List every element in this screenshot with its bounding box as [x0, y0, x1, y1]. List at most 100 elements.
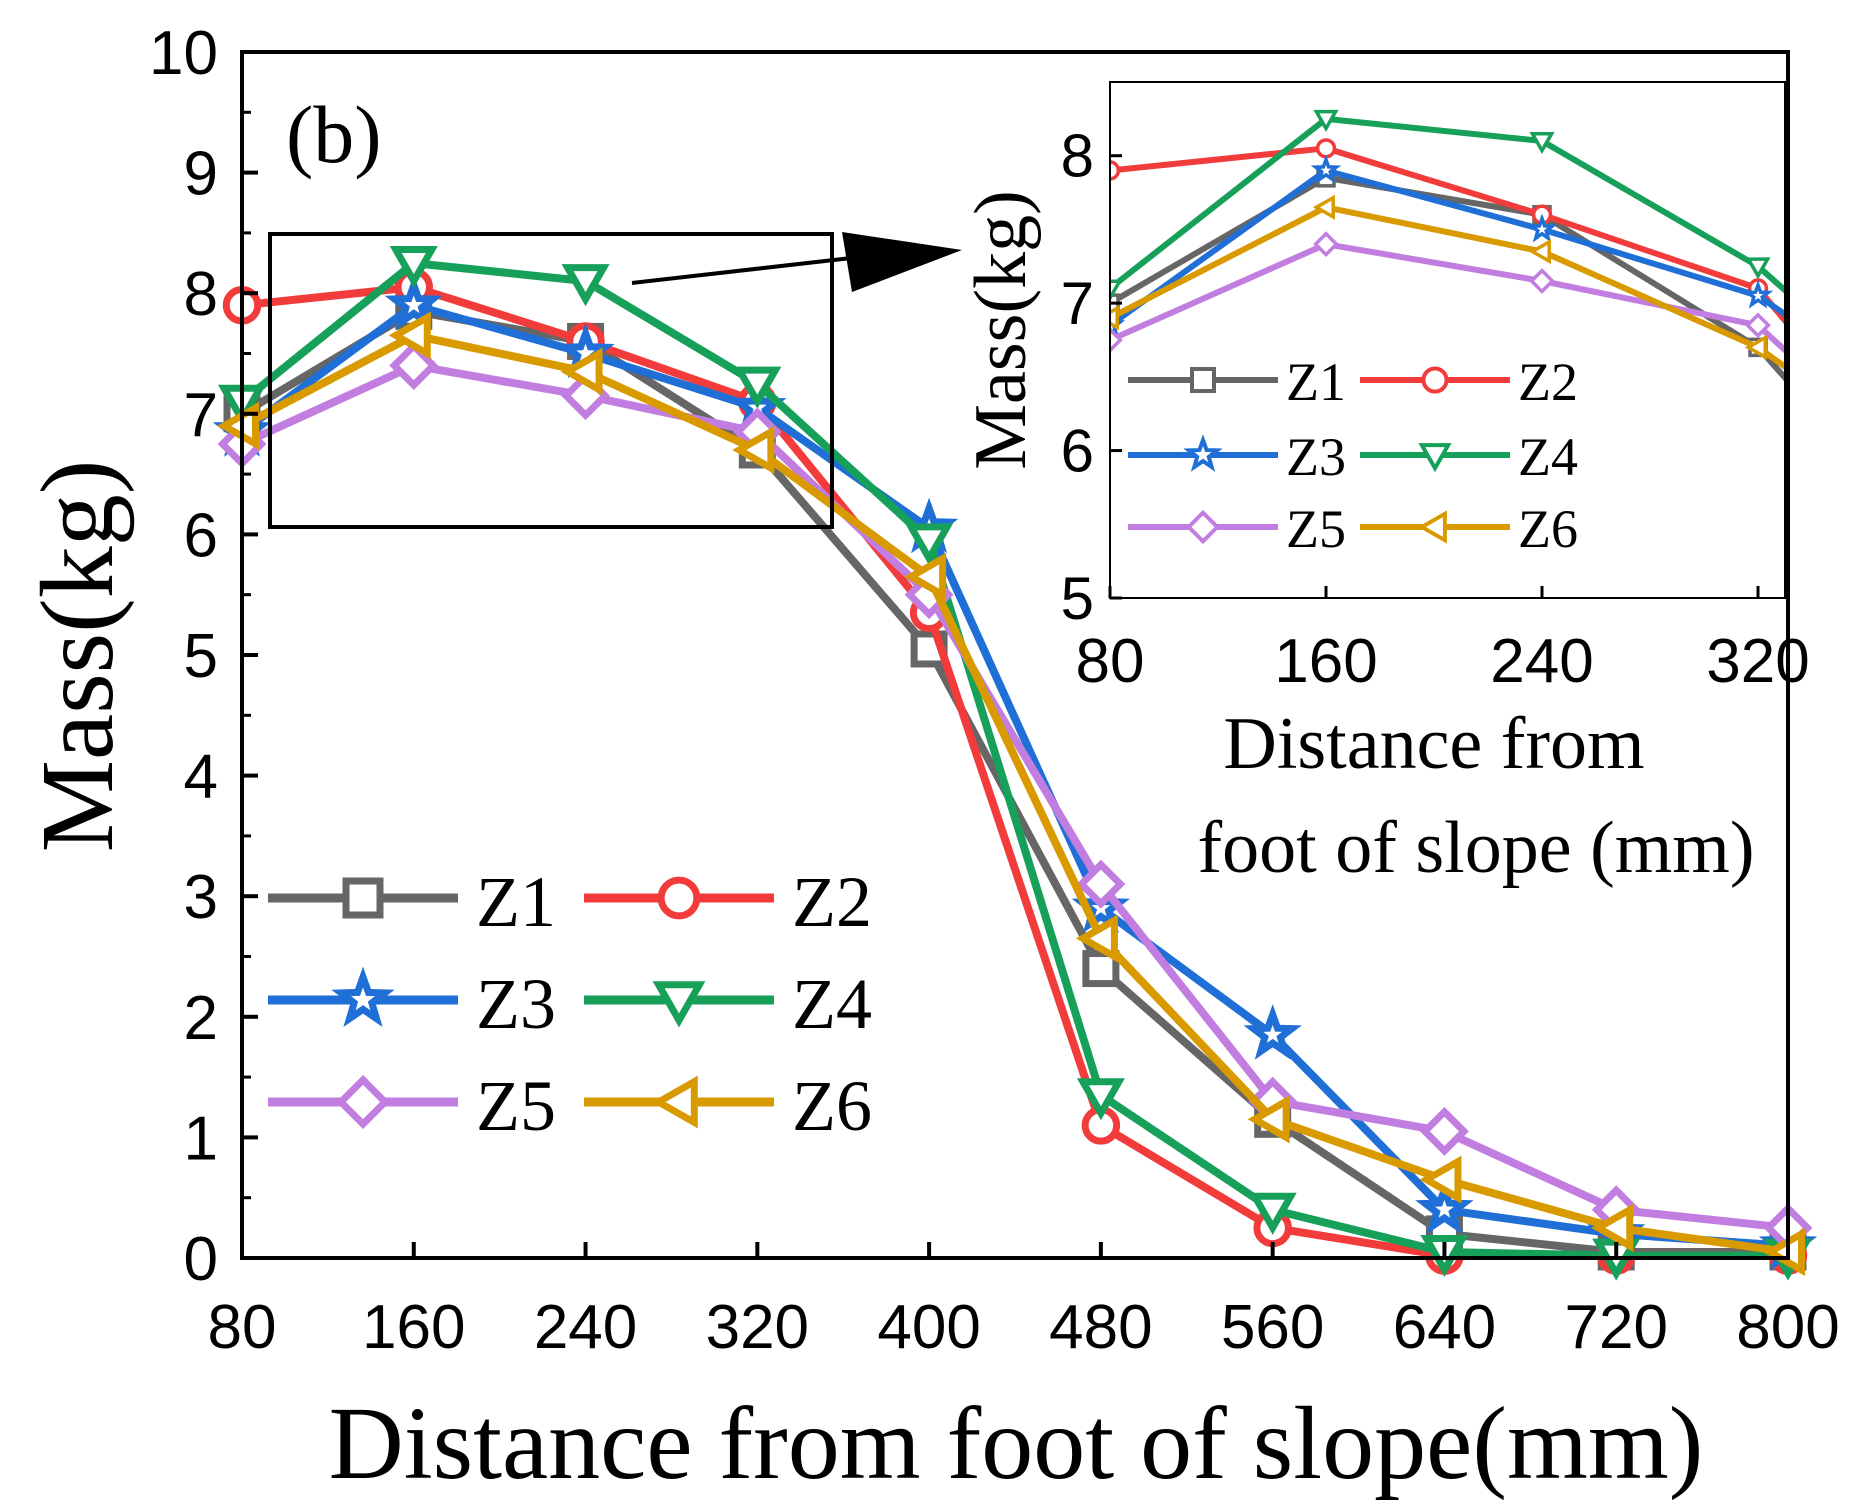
legend-label-Z1: Z1: [476, 862, 556, 942]
legend-label-Z4: Z4: [792, 964, 872, 1044]
inset-legend-label-Z2: Z2: [1518, 352, 1578, 412]
inset-y-tick-label: 8: [1061, 123, 1094, 190]
data-point-Z3-640: [1415, 1179, 1474, 1235]
data-point-Z3-560: [1243, 1004, 1302, 1060]
marker-star: [331, 966, 395, 1027]
marker-star: [1183, 434, 1223, 472]
legend-label-Z3: Z3: [476, 964, 556, 1044]
series-line-Z6: [238, 331, 1792, 1256]
x-tick-label: 160: [362, 1293, 465, 1362]
series-Z6: [216, 311, 1805, 1277]
inset-y-axis-title: Mass(kg): [960, 190, 1042, 470]
legend-item-Z2: Z2: [584, 862, 872, 942]
inset-legend-label-Z4: Z4: [1518, 427, 1578, 487]
legend-item-Z4: Z4: [584, 964, 872, 1044]
inset-y-tick-label: 5: [1061, 565, 1094, 632]
legend-item-Z1: Z1: [268, 862, 556, 942]
y-tick-label: 1: [184, 1104, 218, 1173]
marker-circle: [1421, 366, 1449, 394]
y-tick-label: 4: [184, 743, 218, 812]
inset-x-tick-label: 80: [1076, 627, 1145, 696]
inset-legend: Z1 Z2 Z3 Z4 Z5 Z6: [1128, 352, 1578, 559]
inset-y-tick-label: 6: [1061, 418, 1094, 485]
x-tick-label: 480: [1049, 1293, 1152, 1362]
data-point-Z6-480: [1075, 914, 1118, 963]
inset-y-axis: 5 6 7 8: [1061, 123, 1122, 632]
inset-x-tick-label: 240: [1490, 627, 1593, 696]
x-tick-label: 560: [1221, 1293, 1324, 1362]
x-tick-label: 400: [877, 1293, 980, 1362]
legend-item-Z5: Z5: [268, 1066, 556, 1146]
y-tick-label: 2: [184, 984, 218, 1053]
x-tick-label: 80: [208, 1293, 277, 1362]
inset-legend-item-Z2: Z2: [1360, 352, 1578, 412]
inset-data-point-Z2-80: [1110, 160, 1121, 181]
inset-data-point-Z5-80: [1110, 327, 1123, 353]
inset-legend-item-Z5: Z5: [1128, 499, 1346, 559]
marker-diamond: [1185, 509, 1221, 545]
inset-data-point-Z6-320: [1744, 334, 1767, 360]
y-axis: 0 1 2 3 4 5 6 7 8 9 10: [149, 19, 258, 1294]
data-point-Z4-240: [561, 264, 610, 307]
legend-item-Z6: Z6: [584, 1066, 872, 1146]
inset-x-tick-label: 320: [1706, 627, 1809, 696]
data-point-Z6-320: [732, 425, 775, 475]
inset-data-point-Z5-160: [1313, 231, 1339, 258]
inset-data-point-Z6-160: [1312, 194, 1335, 220]
inset-legend-item-Z6: Z6: [1360, 499, 1578, 559]
series-line-Z4: [238, 259, 1792, 1260]
x-tick-label: 720: [1564, 1293, 1667, 1362]
inset-x-tick-label: 160: [1274, 627, 1377, 696]
marker-diamond: [335, 1074, 391, 1130]
data-point-Z4-160: [389, 246, 438, 289]
inset-data-point-Z3-160: [1310, 154, 1342, 184]
x-axis: 80 160 240 320 400 480 560 640 720 800: [208, 1242, 1840, 1362]
marker-triangle-left: [651, 1075, 698, 1129]
inset-legend-label-Z5: Z5: [1286, 499, 1346, 559]
legend-item-Z3: Z3: [268, 964, 556, 1044]
data-point-Z3-160: [384, 274, 443, 331]
data-point-Z6-560: [1247, 1095, 1290, 1144]
data-point-Z4-320: [733, 366, 782, 409]
inset-data-point-Z3-240: [1526, 213, 1558, 243]
y-tick-label: 10: [149, 19, 218, 88]
data-point-Z6-160: [388, 311, 431, 360]
data-point-Z6-720: [1591, 1203, 1634, 1252]
y-tick-label: 0: [184, 1225, 218, 1294]
legend: Z1 Z2 Z3 Z4 Z5 Z6: [268, 862, 872, 1146]
marker-square: [342, 877, 384, 919]
data-point-Z6-80: [216, 401, 259, 450]
marker-square: [1190, 367, 1216, 393]
marker-triangle-down: [652, 981, 706, 1028]
x-axis-title: Distance from foot of slope(mm): [329, 1386, 1704, 1501]
inset-data-point-Z2-160: [1315, 138, 1337, 159]
inset-x-axis-title-line2: foot of slope (mm): [1198, 807, 1755, 889]
inset-series-Z5: [1110, 231, 1785, 355]
marker-triangle-left: [1417, 510, 1447, 544]
y-tick-label: 9: [184, 140, 218, 209]
y-tick-label: 7: [184, 381, 218, 450]
inset-legend-label-Z6: Z6: [1518, 499, 1578, 559]
data-point-Z1-480: [1082, 950, 1120, 988]
marker-circle: [657, 876, 701, 920]
inset-plot: 80 160 240 320 5 6 7 8 Mass(kg) Distance from foot…: [960, 81, 1810, 889]
inset-data-point-Z4-240: [1529, 132, 1555, 155]
inset-legend-label-Z3: Z3: [1286, 427, 1346, 487]
data-point-Z6-800: [1762, 1227, 1805, 1277]
inset-series-Z4: [1110, 109, 1785, 302]
y-axis-title: Mass(kg): [20, 460, 135, 853]
inset-legend-item-Z3: Z3: [1128, 427, 1346, 487]
panel-label: (b): [286, 89, 382, 180]
inset-series-group: [1110, 109, 1785, 383]
y-tick-label: 8: [184, 260, 218, 329]
inset-data-point-Z5-320: [1745, 312, 1771, 339]
data-point-Z5-160: [389, 341, 439, 391]
inset-data-point-Z5-240: [1529, 268, 1555, 294]
inset-y-tick-label: 7: [1061, 270, 1094, 337]
data-point-Z4-400: [905, 523, 954, 566]
inset-frame: [1109, 81, 1786, 599]
series-line-Z5: [238, 361, 1792, 1232]
marker-triangle-down: [1418, 443, 1452, 473]
x-tick-label: 800: [1736, 1293, 1839, 1362]
